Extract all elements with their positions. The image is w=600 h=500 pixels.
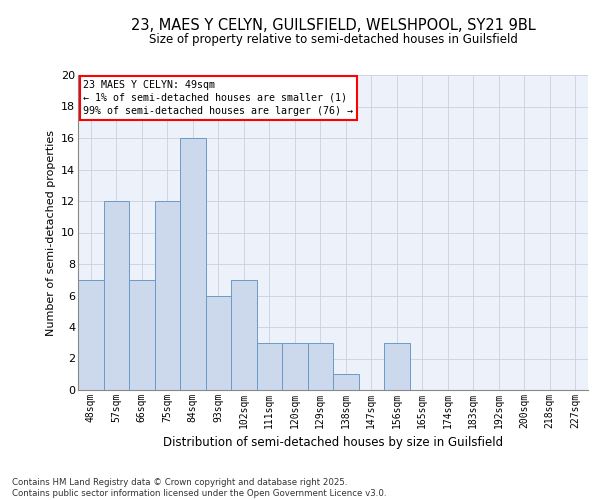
Bar [384, 343, 409, 390]
Bar [333, 374, 359, 390]
Bar [231, 280, 257, 390]
Bar [282, 343, 308, 390]
Bar [180, 138, 205, 390]
Text: 23, MAES Y CELYN, GUILSFIELD, WELSHPOOL, SY21 9BL: 23, MAES Y CELYN, GUILSFIELD, WELSHPOOL,… [131, 18, 535, 32]
Bar [78, 280, 104, 390]
Text: 23 MAES Y CELYN: 49sqm
← 1% of semi-detached houses are smaller (1)
99% of semi-: 23 MAES Y CELYN: 49sqm ← 1% of semi-deta… [83, 80, 353, 116]
Bar [257, 343, 282, 390]
Text: Size of property relative to semi-detached houses in Guilsfield: Size of property relative to semi-detach… [149, 32, 517, 46]
Bar [129, 280, 155, 390]
X-axis label: Distribution of semi-detached houses by size in Guilsfield: Distribution of semi-detached houses by … [163, 436, 503, 450]
Y-axis label: Number of semi-detached properties: Number of semi-detached properties [46, 130, 56, 336]
Bar [104, 201, 129, 390]
Bar [155, 201, 180, 390]
Bar [308, 343, 333, 390]
Bar [205, 296, 231, 390]
Text: Contains HM Land Registry data © Crown copyright and database right 2025.
Contai: Contains HM Land Registry data © Crown c… [12, 478, 386, 498]
